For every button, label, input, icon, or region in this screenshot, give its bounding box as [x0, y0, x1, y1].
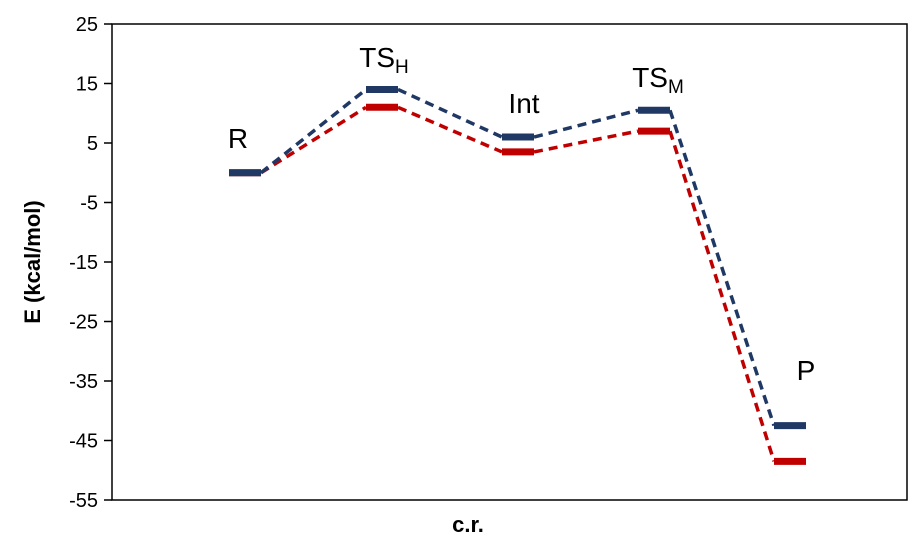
point-label: TSH [359, 42, 409, 78]
point-label-subscript: H [395, 57, 409, 78]
point-label-subscript: M [668, 77, 684, 98]
connector-line [533, 108, 639, 139]
y-tick-label: -45 [69, 431, 98, 453]
y-tick-label: -25 [69, 312, 98, 334]
connector-line [397, 105, 503, 154]
series-0 [229, 85, 806, 430]
y-tick-label: -15 [69, 252, 98, 274]
y-tick-label: 15 [76, 74, 98, 96]
point-label-base: Int [508, 88, 539, 119]
series-1 [229, 103, 806, 465]
y-tick-label: -5 [80, 193, 98, 215]
point-label-base: P [797, 355, 816, 386]
connector-line [668, 109, 776, 427]
point-label: R [228, 123, 248, 154]
y-tick-label: 5 [87, 133, 98, 155]
point-label-base: TS [632, 62, 668, 93]
y-tick-label: -55 [69, 490, 98, 512]
y-tick-label: 25 [76, 14, 98, 36]
y-axis-title: E (kcal/mol) [20, 200, 45, 323]
point-label-base: TS [359, 42, 395, 73]
connector-line [260, 105, 367, 175]
point-label: Int [508, 88, 539, 119]
point-label-base: R [228, 123, 248, 154]
point-label: P [797, 355, 816, 386]
connector-line [397, 87, 503, 139]
connector-line [259, 88, 368, 175]
connector-line [668, 130, 776, 462]
y-tick-label: -35 [69, 371, 98, 393]
point-label: TSM [632, 62, 684, 98]
series-group [229, 85, 806, 465]
x-axis-title: c.r. [452, 512, 484, 537]
connector-line [533, 129, 639, 154]
y-axis: 25 15 5 -5 -15 -25 -35 -45 -55 [69, 14, 112, 512]
